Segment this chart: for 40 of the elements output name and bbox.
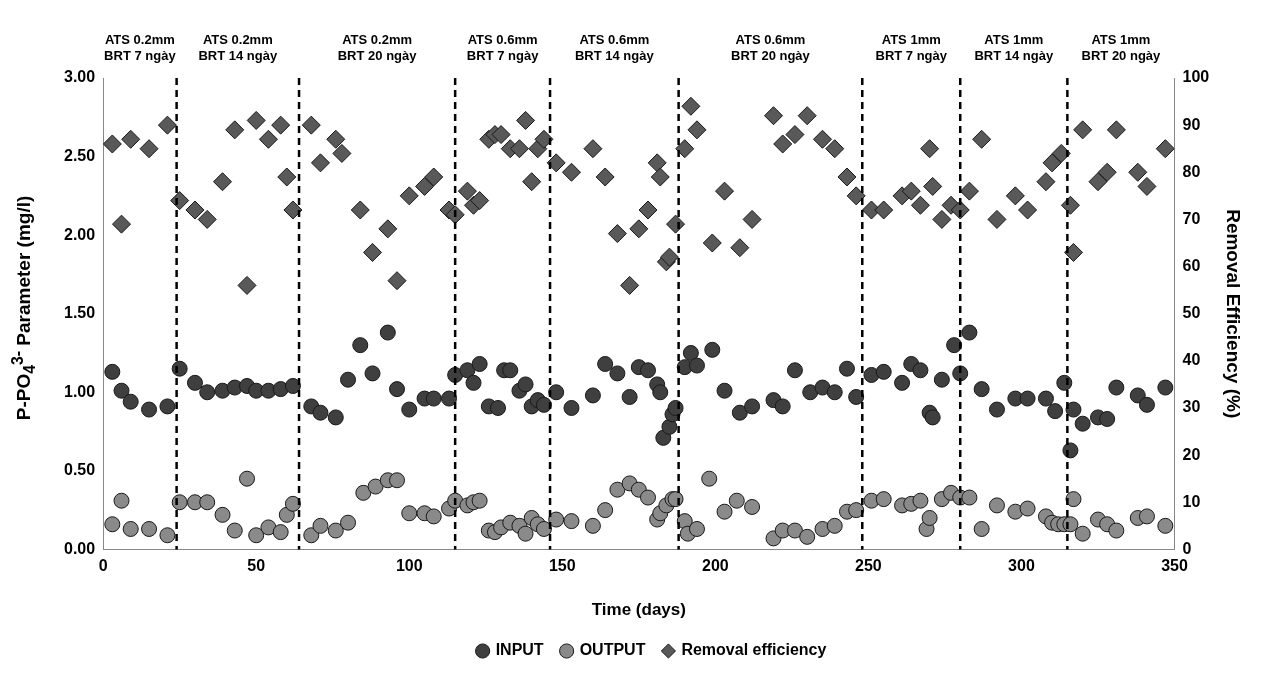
x-axis-title: Time (days) <box>591 600 686 620</box>
y2-tick-label: 0 <box>1182 539 1192 557</box>
x-tick-label: 250 <box>855 557 882 575</box>
y2-tick-label: 10 <box>1182 492 1201 510</box>
x-tick-label: 350 <box>1161 557 1188 575</box>
x-tick-label: 0 <box>98 557 108 575</box>
y2-tick-label: 20 <box>1182 445 1201 463</box>
legend-label: Removal efficiency <box>681 641 827 659</box>
legend-label: INPUT <box>495 641 544 659</box>
y2-tick-label: 50 <box>1182 304 1201 322</box>
text: ATS 0.2mm BRT 14 ngày <box>198 31 278 63</box>
y-tick-label: 2.50 <box>64 146 96 164</box>
y-tick-label: 0.50 <box>64 461 96 479</box>
y-tick-label: 1.00 <box>64 382 96 400</box>
y-tick-label: 2.00 <box>64 225 96 243</box>
text: ATS 0.6mm BRT 20 ngày <box>731 31 811 63</box>
text: ATS 0.6mm BRT 7 ngày <box>466 31 540 63</box>
legend-label: OUTPUT <box>579 641 646 659</box>
y2-axis-title: Removal Efficiency (%) <box>1223 209 1245 419</box>
text: ATS 1mm BRT 7 ngày <box>875 31 948 63</box>
y2-tick-label: 80 <box>1182 162 1201 180</box>
y-tick-label: 3.00 <box>64 68 96 86</box>
y2-tick-label: 40 <box>1182 351 1201 369</box>
y2-tick-label: 90 <box>1182 115 1201 133</box>
y2-tick-label: 100 <box>1182 68 1210 86</box>
x-tick-label: 150 <box>548 557 576 575</box>
text: ATS 0.6mm BRT 14 ngày <box>574 31 655 63</box>
y2-tick-label: 70 <box>1182 209 1201 227</box>
y2-tick-label: 60 <box>1182 256 1201 274</box>
text: ATS 1mm BRT 20 ngày <box>1081 31 1162 63</box>
y-tick-label: 1.50 <box>64 304 96 322</box>
x-tick-label: 300 <box>1008 557 1035 575</box>
x-tick-label: 50 <box>247 557 266 575</box>
text: ATS 0.2mm BRT 7 ngày <box>104 31 177 63</box>
y2-tick-label: 30 <box>1182 398 1201 416</box>
text: ATS 0.2mm BRT 20 ngày <box>337 31 418 63</box>
x-tick-label: 200 <box>702 557 729 575</box>
x-tick-label: 100 <box>395 557 423 575</box>
text: ATS 1mm BRT 14 ngày <box>974 31 1054 63</box>
y-tick-label: 0.00 <box>64 539 96 557</box>
